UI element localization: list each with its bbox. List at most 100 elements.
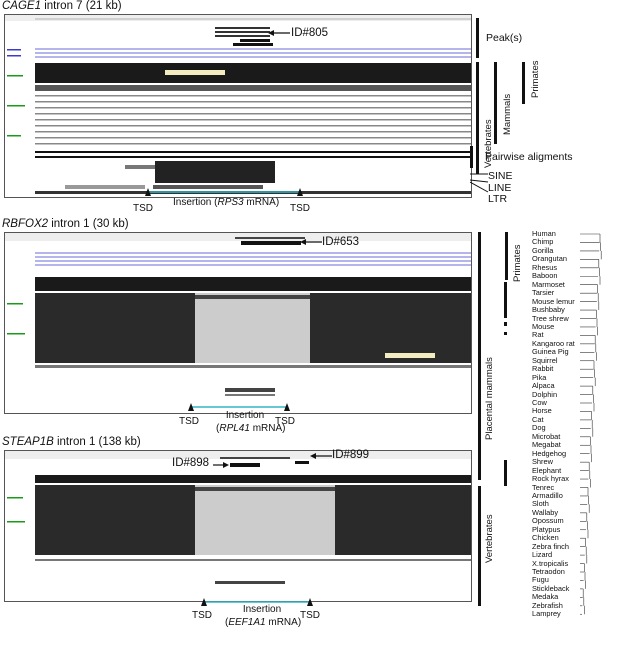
panel-3-id-arrow [213,462,229,468]
panel-2-ins-suffix: mRNA) [249,423,286,434]
species-label: Mouse [532,321,555,331]
panel-2-insertion-label: Insertion [225,410,265,421]
species-label: Horse [532,406,552,416]
species-label: Squirrel [532,355,558,365]
vertebrates-bracket [476,62,479,174]
species-label: Lizard [532,550,553,560]
species-label: Zebra finch [532,541,569,551]
species-label: Alpaca [532,381,555,391]
species-label: Guinea Pig [532,347,569,357]
species-label: Rabbit [532,364,554,374]
repeat-leaders [470,173,489,193]
vertebrates-label-2: Vertebrates [484,514,495,563]
species-label: Pika [532,372,547,382]
panel-3-browser [4,450,472,602]
species-label: Fugu [532,575,549,585]
panel-3-ins-suffix: mRNA) [265,617,302,628]
panel-1-insertion-label: Insertion (RPS3 mRNA) [173,197,279,208]
species-label: X.tropicalis [532,558,569,568]
species-label: Cow [532,398,547,407]
panel-3-id-arrow-2 [310,453,332,459]
panel-1-title: CAGE1 intron 7 (21 kb) [2,0,122,12]
panel-2-id-label: ID#653 [322,236,360,248]
panel-2-title: RBFOX2 intron 1 (30 kb) [2,218,129,230]
species-label: Opossum [532,516,564,526]
species-label: Tree shrew [532,313,569,323]
peaks-bracket [476,18,479,58]
pairwise-bracket [470,146,473,168]
species-label: Microbat [532,431,561,441]
species-label: Rock hyrax [532,474,569,484]
mammals-label: Mammals [502,93,513,135]
species-label: Tetraodon [532,567,565,576]
species-label: Megabat [532,440,561,450]
species-label: Dog [532,423,546,433]
panel-1-tsd-right: TSD [290,203,310,214]
panel-3-tsd-right: TSD [300,610,320,621]
panel-3-tsd-left: TSD [192,610,212,621]
panel-1-id-label: ID#805 [291,27,329,39]
panel-3-gene: STEAP1B [2,436,54,448]
panel-2-tracks [5,233,471,396]
panel-2-id-arrow [300,239,322,245]
species-label: Rhesus [532,262,558,272]
panel-3-title: STEAP1B intron 1 (138 kb) [2,436,141,448]
panel-1-ins-gene: RPS3 [217,197,244,208]
species-label: Armadillo [532,490,563,500]
species-label: Chicken [532,533,559,543]
panel-2-gene: RBFOX2 [2,218,49,230]
species-label: Rat [532,330,544,340]
species-label: Chimp [532,237,554,247]
species-label: Tarsier [532,288,555,298]
panel-1-id-arrow [268,30,290,36]
ltr-label: LTR [488,193,508,205]
species-label: Kangaroo rat [532,338,575,348]
species-label: Cat [532,414,544,424]
panel-1-browser [4,14,472,198]
placental-label: Placental mammals [484,357,495,440]
species-label: Zebrafish [532,600,563,610]
pairwise-label: Pairwise aligments [485,151,573,163]
species-label: Gorilla [532,245,554,255]
species-label: Medaka [532,592,559,602]
phylogenetic-tree [580,233,602,615]
mammals-bracket [494,62,497,144]
primates-label: Primates [530,60,541,98]
primates-bracket [522,62,525,104]
species-label: Hedgehog [532,448,567,458]
panel-1-ins-suffix: mRNA) [243,197,280,208]
panel-2-tsd-left: TSD [179,416,199,427]
species-label: Lamprey [532,609,561,619]
panel-3-insertion-line [201,598,313,606]
panel-2-browser [4,232,472,414]
primates-label-2: Primates [512,244,523,282]
peaks-label: Peak(s) [486,32,523,44]
species-label: Marmoset [532,279,565,289]
panel-3-suffix: intron 1 (138 kb) [56,436,141,448]
species-label: Mouse lemur [532,296,575,306]
species-label: Sloth [532,499,549,509]
panel-3-insertion-sub: (EEF1A1 mRNA) [225,617,302,628]
species-label: Shrew [532,457,553,467]
species-label: Stickleback [532,583,570,593]
primates-bar-2 [505,232,508,280]
panel-2-suffix: intron 1 (30 kb) [51,218,129,230]
species-label: Platypus [532,524,561,534]
panel-3-insertion-label: Insertion [242,604,282,615]
placental-bar [478,232,481,480]
panel-3-tracks [5,451,471,584]
panel-1-suffix: intron 7 (21 kb) [44,0,122,12]
panel-1-tsd-left: TSD [133,203,153,214]
vertebrates-bar-2 [478,486,481,606]
species-label: Wallaby [532,507,559,517]
species-label: Dolphin [532,389,558,399]
species-label: Elephant [532,465,562,475]
species-label: Tenrec [532,482,555,492]
species-label: Human [532,229,556,238]
panel-1-gene: CAGE1 [2,0,41,12]
panel-2-tsd-right: TSD [275,416,295,427]
panel-1-ins-prefix: Insertion ( [173,197,218,208]
panel-2-insertion-sub: (RPL41 mRNA) [216,423,286,434]
sine-label: SINE [488,170,513,182]
panel-1-insertion-line [145,188,303,196]
